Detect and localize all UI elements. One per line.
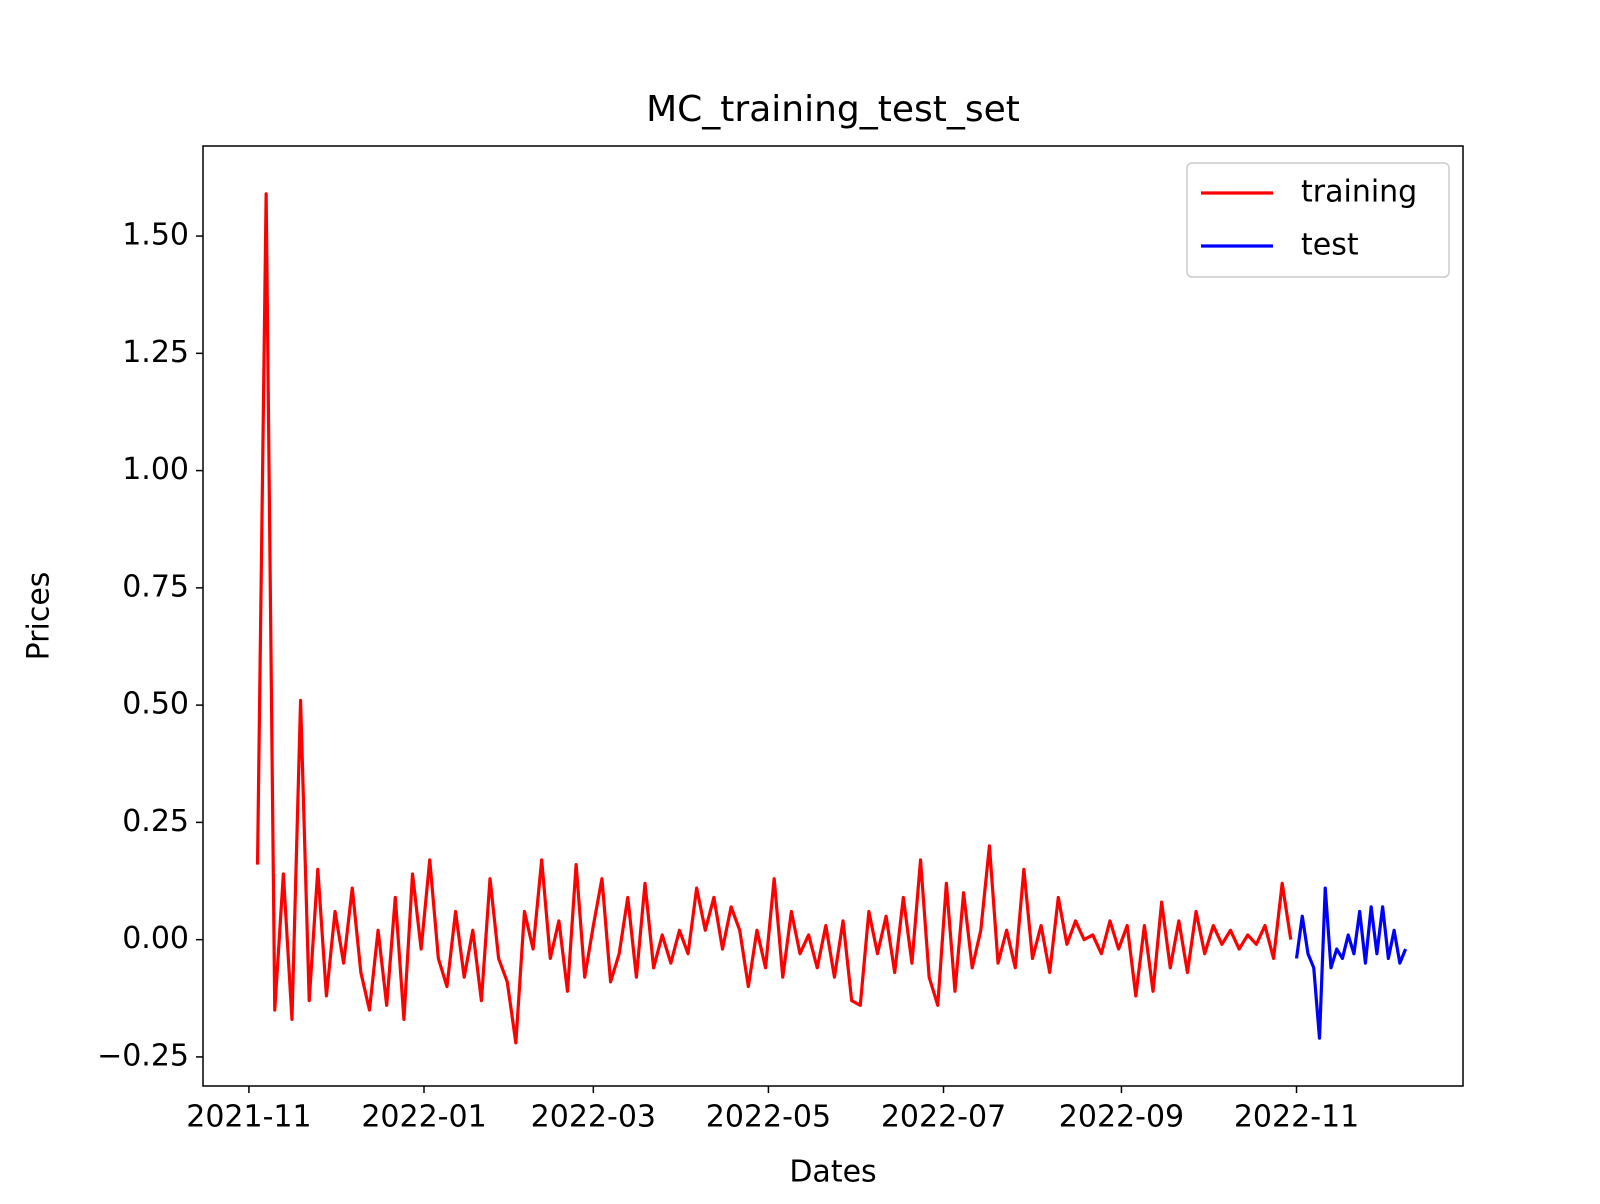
- y-tick-label: 0.75: [122, 569, 189, 604]
- y-tick-label: 0.00: [122, 921, 189, 956]
- y-tick-label: −0.25: [97, 1038, 189, 1073]
- legend-label: training: [1301, 175, 1417, 210]
- x-tick-label: 2022-07: [881, 1100, 1006, 1135]
- y-axis-label: Prices: [22, 572, 57, 661]
- y-tick-label: 0.25: [122, 804, 189, 839]
- x-tick-label: 2022-11: [1234, 1100, 1359, 1135]
- x-tick-label: 2021-11: [186, 1100, 311, 1135]
- x-axis-label: Dates: [789, 1155, 876, 1190]
- x-tick-label: 2022-01: [361, 1100, 486, 1135]
- y-tick-label: 1.25: [122, 335, 189, 370]
- y-tick-label: 1.00: [122, 452, 189, 487]
- chart-title: MC_training_test_set: [646, 89, 1020, 130]
- x-tick-label: 2022-05: [706, 1100, 831, 1135]
- x-tick-label: 2022-03: [531, 1100, 656, 1135]
- y-tick-label: 0.50: [122, 687, 189, 722]
- data-line: [1294, 886, 1408, 1040]
- plot-frame: [202, 145, 1464, 1087]
- x-tick-label: 2022-09: [1059, 1100, 1184, 1135]
- data-line: [255, 192, 1293, 1045]
- y-tick-label: 1.50: [122, 218, 189, 253]
- legend-label: test: [1301, 228, 1359, 263]
